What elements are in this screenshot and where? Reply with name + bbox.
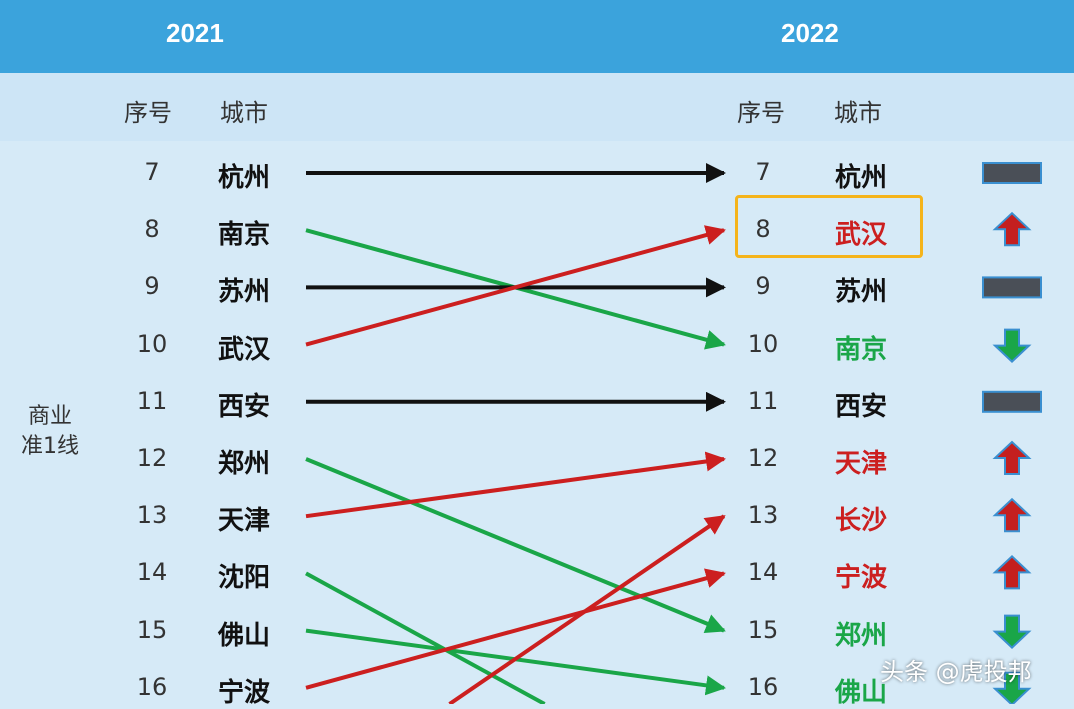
city-right-16: 佛山	[835, 677, 888, 708]
city-left-9: 苏州	[218, 277, 271, 308]
city-right-11: 西安	[835, 391, 888, 422]
rank-left-12: 12	[136, 444, 168, 472]
rank-right-10: 10	[747, 329, 779, 358]
arrow-up-icon	[992, 555, 1032, 590]
no-change-icon	[982, 276, 1042, 299]
city-left-10: 武汉	[218, 334, 271, 365]
city-left-14: 沈阳	[218, 563, 271, 594]
city-left-8: 南京	[218, 220, 271, 251]
rank-right-7: 7	[755, 158, 771, 186]
rank-right-12: 12	[747, 444, 779, 472]
rank-left-7: 7	[144, 158, 160, 186]
city-right-12: 天津	[835, 449, 888, 479]
rank-right-9: 9	[755, 272, 771, 301]
city-right-14: 宁波	[835, 563, 888, 594]
arrow-up-icon	[992, 211, 1032, 247]
rank-right-13: 13	[747, 501, 779, 530]
no-change-icon	[982, 390, 1042, 413]
move-line-13-to-12	[305, 451, 726, 519]
move-line-14-to-18	[305, 571, 546, 704]
move-line-10-to-8	[305, 225, 726, 347]
city-left-12: 郑州	[218, 449, 271, 479]
rank-left-11: 11	[136, 386, 168, 415]
rank-left-8: 8	[144, 215, 160, 244]
rank-right-11: 11	[747, 386, 779, 415]
rank-left-9: 9	[144, 272, 160, 301]
rank-left-16: 16	[136, 672, 168, 701]
city-header-right: 城市	[834, 99, 882, 127]
rank-left-13: 13	[136, 501, 168, 530]
column-header-row	[0, 73, 1074, 141]
city-right-15: 郑州	[835, 620, 888, 651]
city-right-13: 长沙	[835, 506, 888, 537]
city-header-left: 城市	[220, 99, 268, 127]
rank-left-10: 10	[136, 329, 168, 358]
city-right-7: 杭州	[835, 163, 888, 193]
category-line-1: 商业	[27, 404, 72, 429]
year-2021-label: 2021	[166, 18, 224, 48]
city-right-8: 武汉	[835, 220, 888, 251]
rank-right-14: 14	[747, 558, 779, 587]
move-line-18-to-13	[448, 514, 726, 704]
city-left-7: 杭州	[218, 163, 271, 193]
city-right-9: 苏州	[835, 277, 888, 308]
city-left-13: 天津	[218, 506, 271, 537]
category-line-2: 准1线	[21, 434, 79, 459]
arrow-down-icon	[992, 671, 1032, 704]
arrow-up-icon	[992, 440, 1032, 475]
move-line-12-to-15	[305, 457, 726, 634]
city-left-11: 西安	[218, 391, 271, 422]
rank-header-right: 序号	[737, 99, 785, 127]
year-2022-label: 2022	[781, 18, 839, 48]
highlight-box	[735, 195, 923, 258]
rank-right-8: 8	[755, 215, 771, 244]
rank-header-left: 序号	[124, 99, 172, 127]
arrow-down-icon	[992, 614, 1032, 649]
arrow-down-icon	[992, 328, 1032, 363]
rank-left-15: 15	[136, 615, 168, 644]
move-line-16-to-14	[305, 568, 726, 690]
rank-right-15: 15	[747, 615, 779, 644]
rank-right-16: 16	[747, 672, 779, 701]
category-label: 商业 准1线	[14, 402, 86, 462]
city-left-16: 宁波	[218, 677, 271, 708]
watermark-text: 头条 @虎投邦	[880, 658, 1032, 686]
no-change-icon	[982, 162, 1042, 184]
city-left-15: 佛山	[218, 620, 271, 651]
arrow-up-icon	[992, 497, 1032, 533]
rank-left-14: 14	[136, 558, 168, 587]
city-right-10: 南京	[835, 334, 888, 365]
header-bar	[0, 0, 1074, 73]
